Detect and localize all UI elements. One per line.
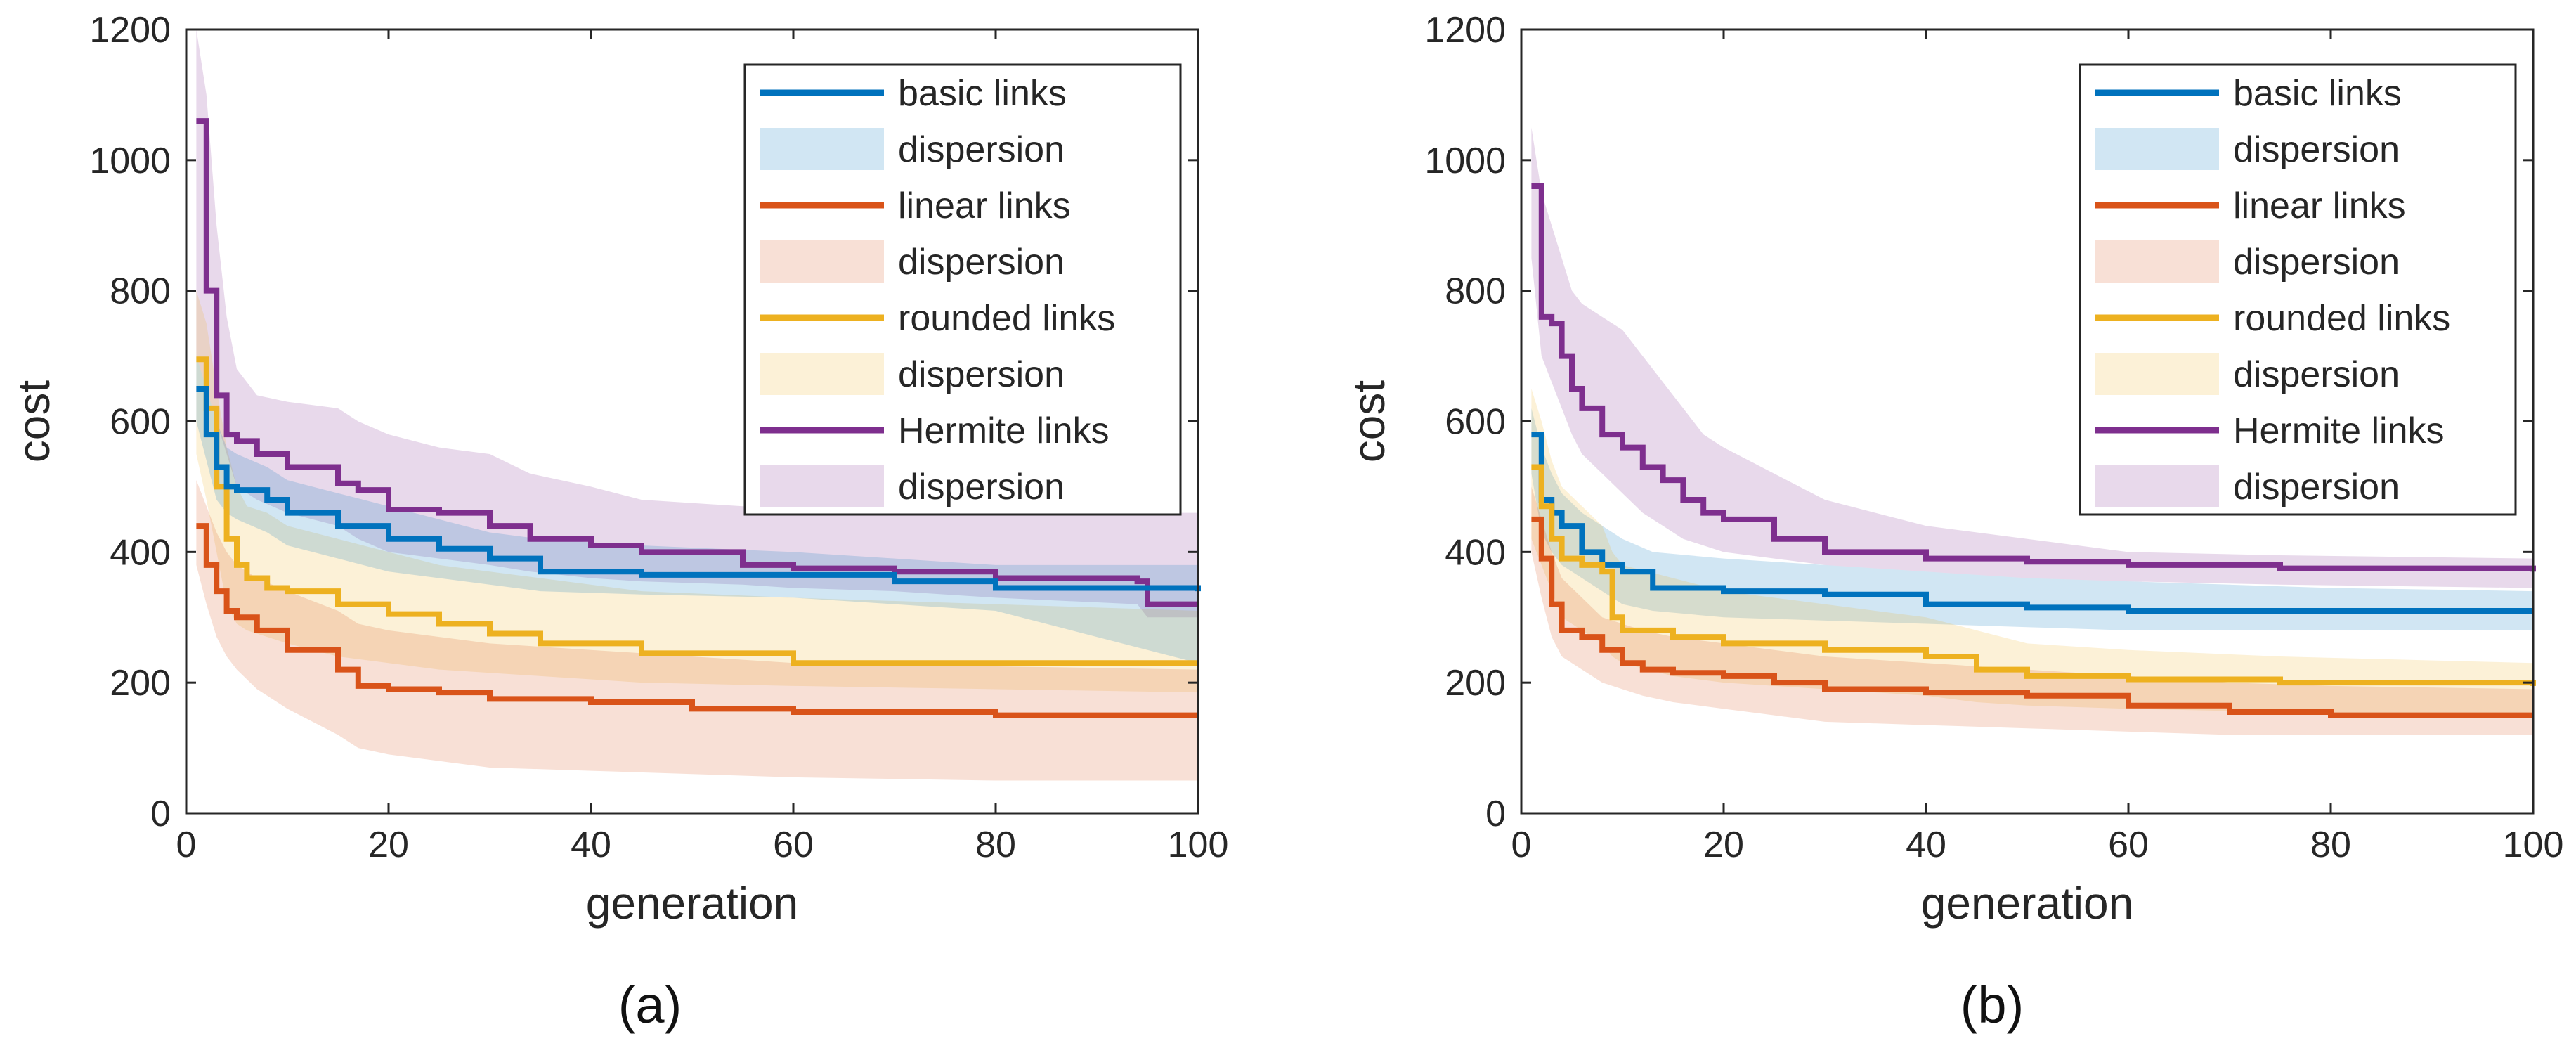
legend-label-hermite: Hermite links	[2233, 410, 2445, 451]
chart-panel-a: 0 20 40 60 80 100020040060080010001200generat…	[8, 10, 1228, 1034]
x-tick-label: 40	[1906, 824, 1946, 865]
y-tick-label: 400	[110, 532, 171, 573]
panel-caption: (a)	[618, 976, 682, 1034]
legend-label-dispersion-rounded: dispersion	[898, 354, 1065, 395]
series-line-hermite	[196, 118, 1198, 607]
legend-label-hermite: Hermite links	[898, 410, 1110, 451]
legend-label-rounded: rounded links	[898, 298, 1115, 339]
legend-label-basic: basic links	[2233, 73, 2402, 114]
legend-swatch-dispersion-basic	[2095, 128, 2219, 170]
y-tick-label: 1200	[89, 10, 171, 51]
dispersion-band-hermite	[196, 30, 1198, 618]
x-tick-label: 40	[571, 824, 611, 865]
legend-label-linear: linear links	[898, 186, 1071, 226]
series-line-basic	[1531, 432, 2533, 614]
legend-label-dispersion-linear: dispersion	[2233, 242, 2400, 283]
x-tick-label: 0	[176, 824, 197, 865]
y-tick-label: 0	[150, 794, 171, 834]
legend-swatch-dispersion-linear	[2095, 240, 2219, 283]
legend-label-dispersion-hermite: dispersion	[898, 467, 1065, 507]
y-tick-label: 600	[110, 402, 171, 443]
series-line-rounded	[1531, 464, 2536, 686]
x-tick-label: 20	[368, 824, 409, 865]
legend-box	[2079, 63, 2517, 516]
y-tick-label: 200	[110, 663, 171, 704]
x-tick-label: 0	[1511, 824, 1532, 865]
legend-swatch-dispersion-hermite	[760, 465, 884, 507]
dispersion-band-basic	[1531, 408, 2533, 630]
legend-swatch-dispersion-linear	[760, 240, 884, 283]
y-tick-label: 1000	[89, 141, 171, 181]
legend-swatch-dispersion-rounded	[760, 353, 884, 395]
legend-label-dispersion-basic: dispersion	[2233, 129, 2400, 170]
y-tick-label: 1000	[1424, 141, 1506, 181]
y-tick-label: 400	[1445, 532, 1506, 573]
x-tick-label: 100	[2503, 824, 2564, 865]
legend-label-dispersion-rounded: dispersion	[2233, 354, 2400, 395]
legend-label-linear: linear links	[2233, 186, 2406, 226]
y-tick-label: 800	[110, 271, 171, 312]
x-axis-label: generation	[586, 878, 798, 929]
x-tick-label: 20	[1703, 824, 1744, 865]
x-tick-label: 80	[975, 824, 1016, 865]
x-tick-label: 80	[2310, 824, 2351, 865]
legend-swatch-dispersion-basic	[760, 128, 884, 170]
series-line-hermite	[1531, 183, 2536, 572]
legend-label-rounded: rounded links	[2233, 298, 2450, 339]
x-tick-label: 60	[2108, 824, 2149, 865]
y-tick-label: 600	[1445, 402, 1506, 443]
series-line-linear	[1531, 516, 2533, 718]
chart-panel-b: 0 20 40 60 80 100020040060080010001200generat…	[1344, 10, 2563, 1034]
dispersion-band-rounded	[196, 290, 1198, 693]
legend-box	[743, 63, 1182, 516]
legend-label-dispersion-linear: dispersion	[898, 242, 1065, 283]
x-tick-label: 100	[1168, 824, 1229, 865]
y-axis-label: cost	[8, 380, 59, 463]
dispersion-band-rounded	[1531, 389, 2533, 716]
x-tick-label: 60	[773, 824, 814, 865]
y-tick-label: 800	[1445, 271, 1506, 312]
legend-label-dispersion-basic: dispersion	[898, 129, 1065, 170]
dispersion-band-linear	[196, 480, 1198, 781]
legend: basic links dispersion linear links dispers…	[743, 63, 1182, 516]
legend-swatch-dispersion-hermite	[2095, 465, 2219, 507]
y-tick-label: 1200	[1424, 10, 1506, 51]
series-line-basic	[196, 386, 1201, 592]
legend-swatch-dispersion-rounded	[2095, 353, 2219, 395]
y-tick-label: 0	[1485, 794, 1506, 834]
legend-label-basic: basic links	[898, 73, 1067, 114]
dispersion-band-linear	[1531, 486, 2533, 735]
x-axis-label: generation	[1921, 878, 2133, 929]
y-axis-label: cost	[1344, 380, 1394, 463]
legend: basic links dispersion linear links dispers…	[2079, 63, 2517, 516]
y-tick-label: 200	[1445, 663, 1506, 704]
dispersion-band-basic	[196, 356, 1198, 664]
panel-caption: (b)	[1960, 976, 2024, 1034]
series-line-linear	[196, 523, 1198, 718]
legend-label-dispersion-hermite: dispersion	[2233, 467, 2400, 507]
